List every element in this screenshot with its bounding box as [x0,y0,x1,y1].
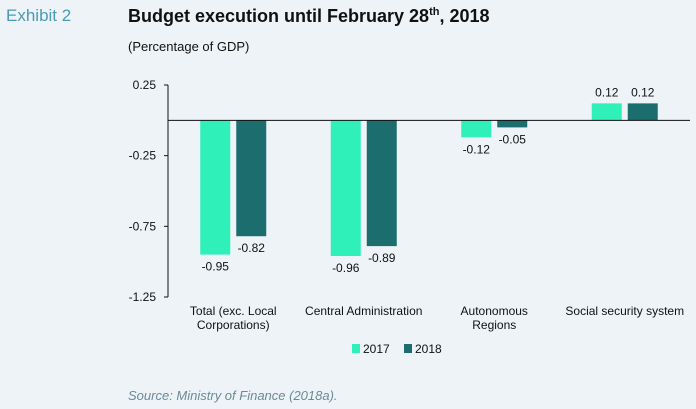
x-tick-label: Autonomous [461,304,528,318]
legend-label-2018: 2018 [415,342,442,356]
data-label: -0.05 [499,132,527,146]
x-tick-label: Corporations) [197,318,270,332]
chart-title-sup: th [429,6,440,18]
exhibit-label: Exhibit 2 [6,6,72,25]
data-label: -0.12 [463,142,491,156]
source-note: Source: Ministry of Finance (2018a). [128,388,338,403]
data-label: 0.12 [631,85,655,99]
x-tick-label: Total (exc. Local [190,304,277,318]
data-label: 0.12 [595,85,619,99]
bar-2017-0 [200,120,231,255]
bar-chart: 0.25 -0.25 -0.75 -1.25 -0.95 -0.82 Total (exc.… [129,78,690,356]
chart-title-end: , 2018 [439,6,490,26]
data-label: -0.89 [368,251,396,265]
data-label: -0.82 [238,241,266,255]
chart-title-main: Budget execution until February 28 [128,6,430,26]
legend-swatch-2017 [352,344,360,353]
bar-2017-3 [591,103,622,121]
bar-2018-3 [627,103,658,121]
bar-2018-2 [497,120,528,128]
legend-label-2017: 2017 [363,342,390,356]
y-tick-label: -1.25 [129,290,157,304]
chart-title: Budget execution until February 28th, 20… [128,6,490,27]
y-tick-label: -0.25 [129,149,157,163]
bar-2018-0 [236,120,267,237]
chart-subtitle: (Percentage of GDP) [128,39,250,54]
bar-2017-2 [461,120,492,138]
legend-swatch-2018 [404,344,412,353]
x-tick-label: Central Administration [305,304,422,318]
bar-2017-1 [330,120,361,257]
data-label: -0.95 [202,260,230,274]
x-tick-label: Regions [472,318,516,332]
bar-2018-1 [366,120,397,247]
x-tick-label: Social security system [565,304,684,318]
data-label: -0.96 [332,261,360,275]
y-tick-label: -0.75 [129,219,157,233]
y-tick-label: 0.25 [133,78,157,92]
